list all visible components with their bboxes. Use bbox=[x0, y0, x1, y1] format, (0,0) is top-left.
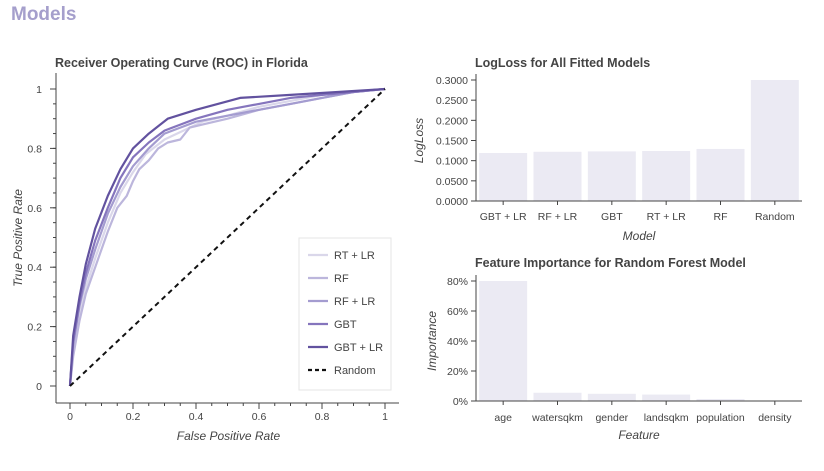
roc-legend-label: RT + LR bbox=[334, 250, 375, 262]
roc-x-axis-label: False Positive Rate bbox=[177, 429, 281, 443]
roc-legend-box bbox=[298, 237, 392, 391]
importance-x-tick-label: watersqkm bbox=[531, 412, 583, 424]
roc-legend-label: RF + LR bbox=[334, 296, 375, 308]
importance-bar bbox=[696, 399, 745, 401]
roc-legend-label: GBT + LR bbox=[334, 342, 383, 354]
logloss-x-tick-label: GBT + LR bbox=[480, 211, 527, 223]
roc-x-tick-label: 0.8 bbox=[315, 411, 330, 423]
importance-bar bbox=[642, 394, 691, 401]
logloss-bar bbox=[642, 150, 691, 201]
importance-y-tick-label: 20% bbox=[447, 366, 468, 378]
roc-line-gbt bbox=[68, 87, 386, 387]
logloss-y-tick-label: 0.0000 bbox=[436, 196, 468, 208]
importance-chart-title: Feature Importance for Random Forest Mod… bbox=[475, 256, 746, 270]
roc-legend-label: GBT bbox=[334, 319, 357, 331]
logloss-x-tick-label: RF bbox=[714, 211, 728, 223]
logloss-y-tick-label: 0.2000 bbox=[436, 115, 468, 127]
roc-y-tick-label: 1 bbox=[36, 84, 42, 96]
logloss-x-tick-label: RF + LR bbox=[538, 211, 578, 223]
importance-x-tick-label: landsqkm bbox=[644, 412, 689, 424]
importance-bar bbox=[479, 281, 528, 401]
roc-x-tick-label: 0.2 bbox=[126, 411, 141, 423]
importance-y-tick-label: 60% bbox=[447, 306, 468, 318]
roc-line-gbt-lr bbox=[68, 87, 386, 387]
logloss-bar bbox=[587, 151, 636, 201]
importance-y-tick-label: 0% bbox=[453, 396, 468, 408]
logloss-x-tick-label: GBT bbox=[601, 211, 623, 223]
roc-x-tick-label: 1 bbox=[382, 411, 388, 423]
logloss-bar bbox=[533, 151, 582, 201]
roc-y-tick-label: 0 bbox=[36, 381, 42, 393]
roc-y-axis-label: True Positive Rate bbox=[11, 189, 25, 287]
logloss-x-axis-label: Model bbox=[623, 229, 656, 243]
roc-y-tick-label: 0.4 bbox=[27, 262, 42, 274]
logloss-bar bbox=[750, 80, 799, 201]
roc-x-tick-label: 0 bbox=[67, 411, 73, 423]
importance-x-tick-label: gender bbox=[595, 412, 628, 424]
logloss-chart-title: LogLoss for All Fitted Models bbox=[475, 56, 650, 70]
roc-line-rt-lr bbox=[68, 87, 386, 387]
logloss-y-axis-label: LogLoss bbox=[412, 118, 426, 163]
logloss-y-tick-label: 0.2500 bbox=[436, 95, 468, 107]
importance-bar bbox=[587, 393, 636, 401]
importance-y-axis-label: Importance bbox=[425, 311, 439, 371]
logloss-y-tick-label: 0.1500 bbox=[436, 136, 468, 148]
importance-bar bbox=[533, 392, 582, 401]
roc-y-tick-label: 0.2 bbox=[27, 322, 42, 334]
roc-chart-title: Receiver Operating Curve (ROC) in Florid… bbox=[55, 56, 309, 70]
roc-x-tick-label: 0.4 bbox=[189, 411, 204, 423]
roc-y-tick-label: 0.6 bbox=[27, 203, 42, 215]
roc-y-tick-label: 0.8 bbox=[27, 143, 42, 155]
importance-x-tick-label: age bbox=[494, 412, 512, 424]
importance-x-axis-label: Feature bbox=[618, 428, 660, 442]
roc-line-rf-lr bbox=[68, 87, 386, 387]
page-title: Models bbox=[11, 4, 77, 25]
roc-line-random bbox=[69, 88, 386, 387]
logloss-x-tick-label: RT + LR bbox=[647, 211, 686, 223]
roc-legend-label: Random bbox=[334, 365, 376, 377]
logloss-bar bbox=[479, 153, 528, 201]
importance-y-tick-label: 40% bbox=[447, 336, 468, 348]
importance-x-tick-label: density bbox=[758, 412, 792, 424]
logloss-y-tick-label: 0.0500 bbox=[436, 176, 468, 188]
importance-y-tick-label: 80% bbox=[447, 276, 468, 288]
logloss-y-tick-label: 0.3000 bbox=[436, 75, 468, 87]
logloss-y-tick-label: 0.1000 bbox=[436, 156, 468, 168]
roc-legend-label: RF bbox=[334, 273, 349, 285]
roc-x-tick-label: 0.6 bbox=[252, 411, 267, 423]
logloss-bar bbox=[696, 148, 745, 201]
importance-x-tick-label: population bbox=[696, 412, 745, 424]
logloss-x-tick-label: Random bbox=[755, 211, 795, 223]
